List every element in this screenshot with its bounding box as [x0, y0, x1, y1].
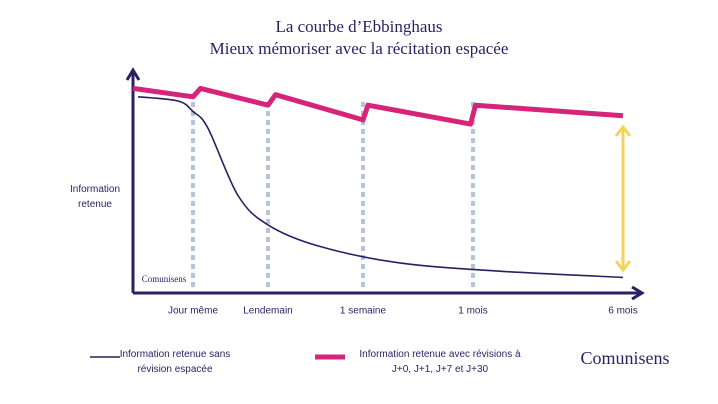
retention-gap-arrow	[614, 124, 632, 273]
x-tick-label: 1 semaine	[340, 306, 387, 317]
x-tick-label: 6 mois	[608, 306, 637, 317]
arrow-part	[614, 260, 632, 273]
chart-subtitle: Mieux mémoriser avec la récitation espac…	[210, 39, 509, 58]
series-line	[137, 96, 624, 279]
legend-label: Information retenue sans révision espacé…	[119, 349, 231, 375]
x-tick-label: 1 mois	[458, 306, 487, 317]
arrow-part	[614, 124, 632, 137]
y-axis-label: Information retenue	[69, 184, 121, 210]
x-tick-label: Lendemain	[243, 306, 292, 317]
logo: Comunisens	[580, 348, 669, 368]
series-line	[132, 85, 624, 127]
y-axis-arrow	[125, 67, 141, 81]
x-tick-label: Jour même	[168, 306, 218, 317]
chart-title: La courbe d’Ebbinghaus	[275, 17, 442, 36]
x-axis-arrow	[631, 285, 645, 301]
watermark: Comunisens	[142, 274, 187, 284]
legend-label: Information retenue avec révisions à J+0…	[359, 349, 521, 375]
